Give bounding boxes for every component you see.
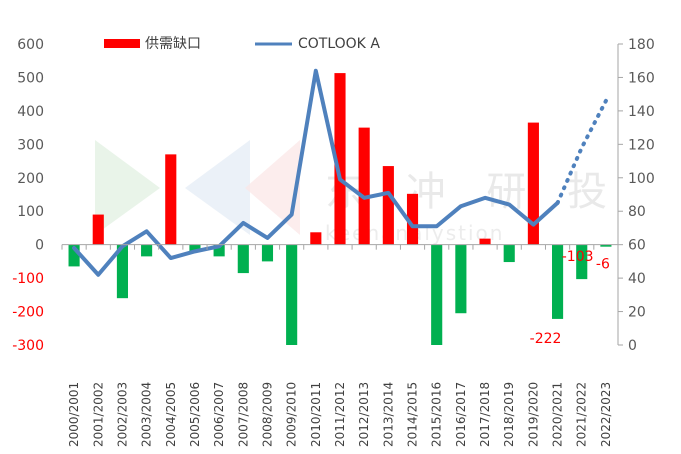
category-axis: 2000/2001 2001/2002 2002/2003 2003/2004 2004… [61, 244, 619, 447]
category-label: 2012/2013 [357, 382, 371, 447]
right-tick-label: 140 [628, 104, 655, 120]
category-label: 2001/2002 [91, 382, 105, 447]
right-tick-label: 60 [628, 238, 646, 254]
cotlook-line [72, 68, 560, 277]
bar [261, 244, 274, 262]
left-tick-label: -200 [12, 305, 44, 321]
right-tick-label: 80 [628, 204, 646, 220]
bar [455, 244, 467, 314]
category-label: 2015/2016 [430, 382, 444, 447]
left-tick-label: 200 [17, 171, 44, 187]
line-series [72, 68, 608, 277]
category-label: 2020/2021 [551, 382, 565, 447]
bar [141, 244, 153, 257]
category-label: 2022/2023 [599, 382, 613, 447]
bar [213, 244, 225, 257]
bar [334, 73, 346, 245]
data-label: -222 [530, 331, 562, 347]
legend-label-cotlook: COTLOOK A [298, 36, 380, 52]
bar [310, 232, 322, 245]
category-label: 2017/2018 [478, 382, 492, 447]
watermark: 东 冲 研 投 keenanalystion [95, 140, 621, 245]
right-tick-label: 40 [628, 271, 646, 287]
watermark-logo-mid [185, 140, 250, 235]
bar [116, 244, 128, 299]
bar [358, 127, 370, 245]
category-label: 2005/2006 [188, 382, 202, 447]
category-label: 2018/2019 [502, 382, 516, 447]
right-tick-label: 120 [628, 137, 655, 153]
left-tick-label: 600 [17, 37, 44, 53]
watermark-logo-left [95, 140, 160, 235]
category-label: 2008/2009 [260, 382, 274, 447]
left-tick-label: 300 [17, 137, 44, 153]
bar [189, 244, 201, 252]
left-axis: 600 500 400 300 200 100 0 -100 -200 -300 [12, 37, 44, 354]
legend-swatch-gap [104, 39, 140, 48]
bar [237, 244, 249, 274]
data-label: -6 [596, 257, 610, 273]
data-labels: -222 -103 -6 [530, 249, 610, 347]
bars [68, 73, 612, 345]
left-tick-label: -300 [12, 338, 44, 354]
left-tick-label: 100 [17, 204, 44, 220]
left-tick-label: 0 [35, 238, 44, 254]
legend: 供需缺口 COTLOOK A [104, 36, 380, 52]
category-label: 2021/2022 [575, 382, 589, 447]
category-label: 2016/2017 [454, 382, 468, 447]
category-label: 2006/2007 [212, 382, 226, 447]
category-label: 2004/2005 [164, 382, 178, 447]
left-tick-label: 500 [17, 70, 44, 86]
category-label: 2010/2011 [309, 382, 323, 447]
left-tick-label: -100 [12, 271, 44, 287]
bar [92, 214, 104, 245]
watermark-text: 东 冲 研 投 [325, 169, 621, 215]
bar [286, 244, 298, 345]
cotlook-projection-line [555, 98, 608, 205]
category-label: 2002/2003 [115, 382, 129, 447]
bar [576, 244, 588, 280]
bar [165, 154, 177, 245]
bar [600, 244, 612, 247]
category-label: 2014/2015 [406, 382, 420, 447]
right-tick-label: 160 [628, 70, 655, 86]
left-tick-label: 400 [17, 104, 44, 120]
right-tick-label: 180 [628, 37, 655, 53]
category-label: 2011/2012 [333, 382, 347, 447]
watermark-logo-right [245, 140, 300, 235]
category-label: 2009/2010 [285, 382, 299, 447]
category-label: 2019/2020 [526, 382, 540, 447]
bar [382, 166, 394, 245]
bar [431, 244, 443, 345]
bar [68, 244, 80, 267]
data-label: -103 [562, 249, 594, 265]
bar [479, 238, 491, 245]
category-label: 2000/2001 [67, 382, 81, 447]
bar [503, 244, 515, 263]
right-tick-label: 20 [628, 305, 646, 321]
right-axis: 180 160 140 120 100 80 60 40 20 0 [617, 37, 655, 354]
bar [406, 193, 419, 245]
right-tick-label: 0 [628, 338, 637, 354]
bar [552, 244, 564, 319]
legend-label-gap: 供需缺口 [145, 36, 201, 52]
right-tick-label: 100 [628, 171, 655, 187]
bar [527, 122, 539, 245]
category-label: 2007/2008 [236, 382, 250, 447]
category-label: 2013/2014 [381, 382, 395, 447]
category-label: 2003/2004 [140, 382, 154, 447]
